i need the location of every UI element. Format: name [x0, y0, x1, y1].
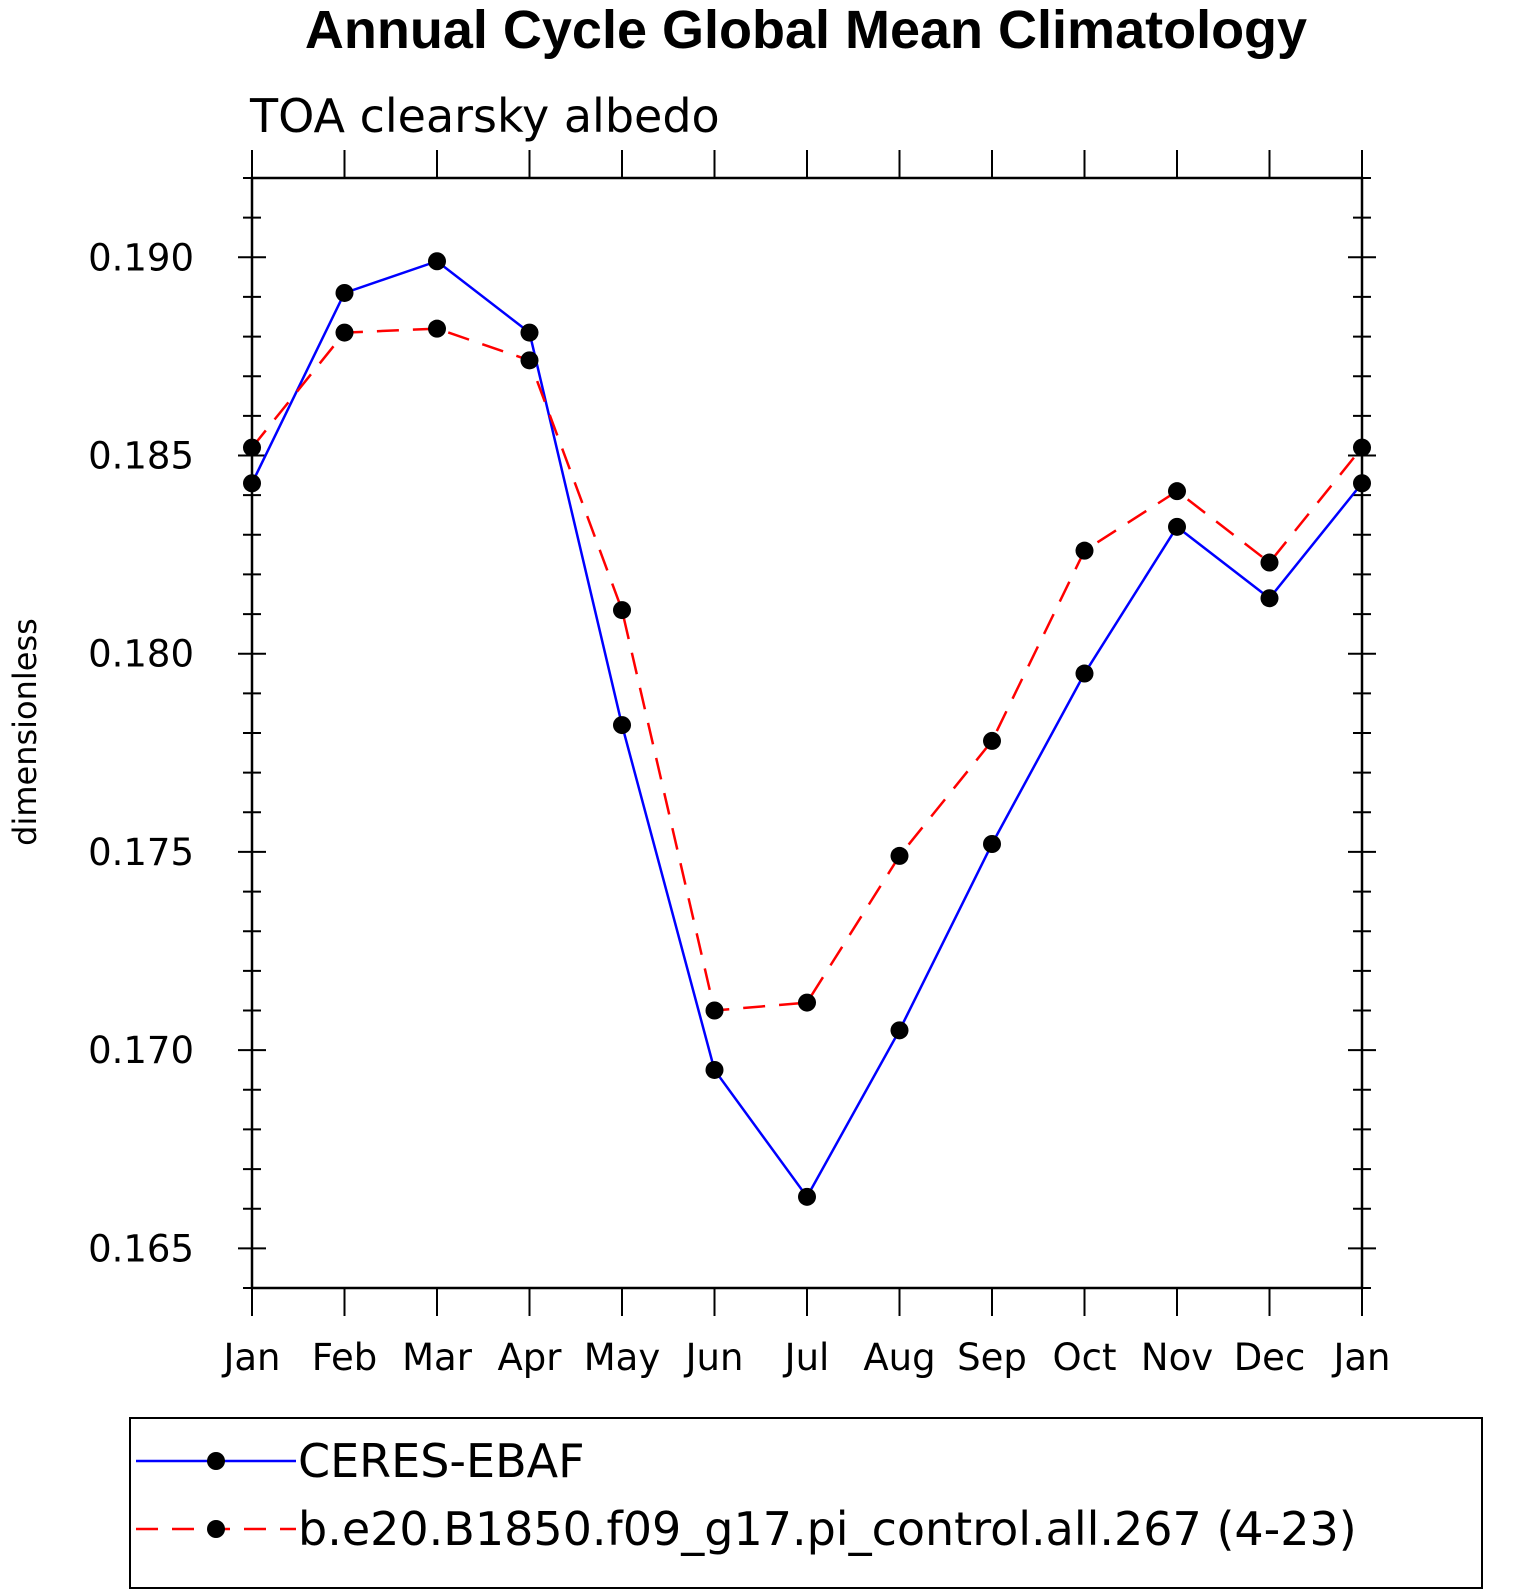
legend-box [129, 1417, 1483, 1589]
x-tick-label: Oct [1053, 1336, 1117, 1379]
data-point-series-0 [798, 1187, 816, 1206]
x-tick-label: Nov [1141, 1336, 1213, 1379]
y-tick-label: 0.175 [88, 831, 194, 874]
data-point-series-0 [1260, 589, 1279, 608]
data-point-series-0 [1168, 517, 1186, 536]
data-point-series-1 [983, 731, 1001, 750]
x-tick-label: Feb [312, 1336, 378, 1379]
x-tick-label: Jun [684, 1336, 744, 1379]
data-point-series-1 [613, 601, 631, 620]
y-tick-label: 0.190 [88, 236, 194, 279]
legend-marker-model [207, 1520, 225, 1538]
data-point-series-0 [705, 1060, 724, 1079]
x-tick-label: Jan [221, 1336, 280, 1379]
series-line-1 [251, 327, 1363, 1012]
x-tick-label: Dec [1234, 1336, 1306, 1379]
data-point-series-0 [243, 474, 261, 493]
data-point-series-1 [1168, 482, 1186, 501]
data-point-series-0 [983, 835, 1001, 853]
data-point-series-1 [428, 319, 446, 338]
data-point-series-0 [1353, 474, 1371, 493]
chart-subtitle: TOA clearsky albedo [249, 89, 720, 143]
data-point-series-0 [890, 1021, 909, 1040]
y-tick-label: 0.180 [88, 633, 194, 676]
axis-ticks [238, 150, 1376, 1316]
x-tick-label: Jul [783, 1336, 830, 1379]
data-point-series-0 [613, 716, 631, 735]
y-tick-label: 0.165 [88, 1227, 194, 1270]
x-tick-labels: Jan Feb Mar Apr May Jun Jul Aug Sep Oct Nov Dec Jan [221, 1336, 1390, 1379]
x-tick-label: Mar [402, 1336, 473, 1379]
data-point-series-0 [520, 323, 539, 342]
data-point-series-0 [428, 252, 446, 271]
y-tick-labels: 0.165 0.170 0.175 0.180 0.185 0.190 [88, 236, 194, 1270]
y-tick-label: 0.170 [88, 1029, 194, 1072]
x-tick-label: Aug [863, 1336, 935, 1379]
legend: CERES-EBAF b.e20.B1850.f09_g17.pi_contro… [129, 1417, 1483, 1589]
x-tick-label: Jan [1331, 1336, 1390, 1379]
y-tick-label: 0.185 [88, 435, 194, 478]
series-line-0 [250, 259, 1363, 1200]
legend-label-ceres: CERES-EBAF [298, 1434, 585, 1488]
data-point-series-1 [890, 846, 909, 865]
data-point-series-1 [520, 351, 539, 370]
data-point-series-1 [705, 1001, 724, 1020]
x-tick-label: May [584, 1336, 661, 1379]
data-point-series-0 [1075, 664, 1094, 683]
data-point-series-0 [335, 283, 354, 302]
plot-frame [250, 176, 1364, 1290]
data-point-series-1 [1075, 541, 1094, 560]
data-point-series-1 [1260, 553, 1279, 572]
series-layer [243, 252, 1371, 1206]
data-point-series-1 [1353, 438, 1371, 457]
x-tick-label: Apr [497, 1336, 562, 1379]
legend-marker-ceres [207, 1452, 225, 1470]
y-axis-label: dimensionless [6, 618, 44, 846]
data-point-series-1 [243, 438, 261, 457]
x-tick-label: Sep [957, 1336, 1027, 1379]
legend-label-model: b.e20.B1850.f09_g17.pi_control.all.267 (… [298, 1502, 1357, 1556]
data-point-series-1 [335, 323, 354, 342]
chart-title: Annual Cycle Global Mean Climatology [305, 0, 1307, 60]
data-point-series-1 [798, 993, 816, 1012]
